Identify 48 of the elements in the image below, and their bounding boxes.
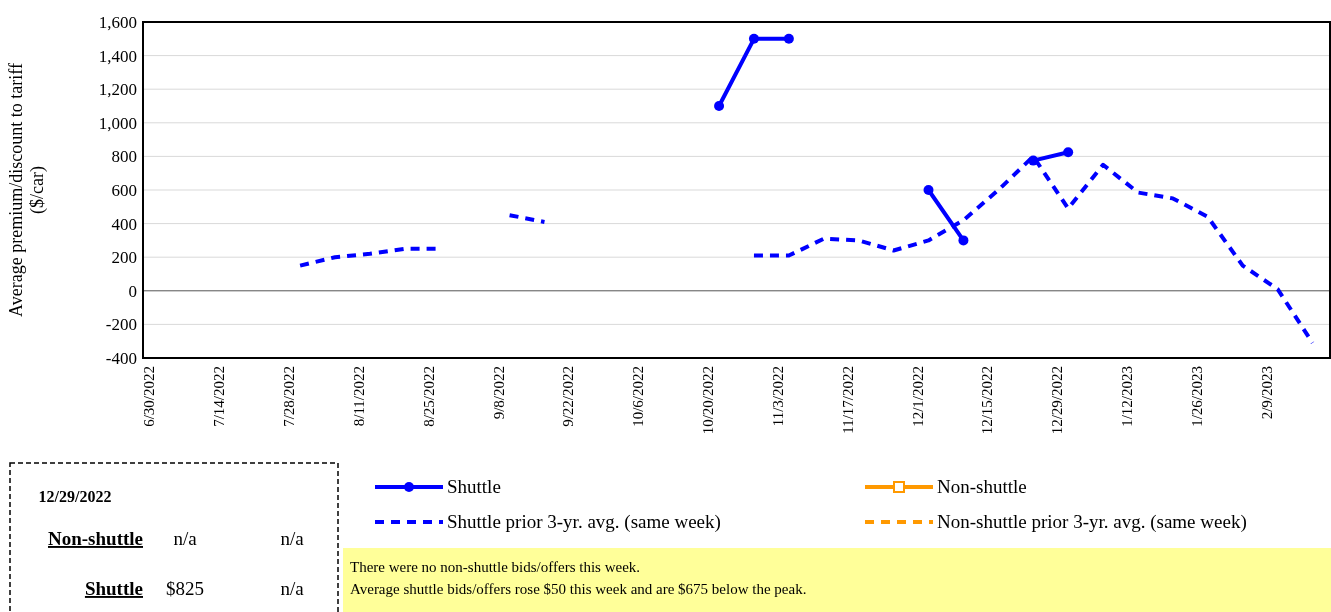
x-tick-label: 9/8/2022 — [490, 366, 507, 420]
x-tick-label: 11/3/2022 — [769, 366, 786, 427]
point — [1063, 147, 1074, 158]
x-tick-label: 8/25/2022 — [420, 366, 437, 427]
x-tick-label: 6/30/2022 — [141, 366, 158, 427]
x-tick-label: 12/15/2022 — [979, 366, 996, 435]
y-tick-label: 200 — [111, 248, 137, 268]
text: Non-shuttle — [47, 528, 143, 549]
point — [923, 185, 934, 195]
point — [714, 101, 725, 111]
point — [783, 33, 794, 44]
legend-label: Shuttle — [447, 476, 501, 497]
text: Shuttle — [84, 578, 143, 599]
x-tick-label: 1/26/2023 — [1188, 366, 1205, 427]
x-tick-label: 12/1/2022 — [909, 366, 926, 427]
y-tick-label: 1,200 — [98, 80, 137, 100]
x-tick-label: 2/9/2023 — [1258, 366, 1275, 420]
text: Average shuttle bids/offers rose $50 this week and are $675 below the peak. — [350, 581, 807, 597]
x-tick-label: 1/12/2023 — [1118, 366, 1135, 427]
point — [748, 33, 759, 44]
x-tick-label: 10/6/2022 — [630, 366, 647, 427]
text: 12/29/2022 — [38, 488, 112, 505]
y-tick-label: -200 — [105, 315, 137, 335]
y-tick-label: 0 — [128, 281, 137, 301]
x-tick-label: 8/11/2022 — [350, 366, 367, 427]
y-tick-label: 1,000 — [98, 113, 137, 133]
x-tick-label: 12/29/2022 — [1049, 366, 1066, 435]
x-tick-label: 7/14/2022 — [211, 366, 228, 427]
text: There were no non-shuttle bids/offers this week. — [350, 559, 641, 575]
x-tick-label: 9/22/2022 — [560, 366, 577, 427]
y-tick-label: -400 — [105, 348, 137, 368]
y-axis-title: Average premium/discount to tariff ($/car) — [6, 63, 48, 317]
y-tick-label: 400 — [111, 214, 137, 234]
legend-label: Non-shuttle prior 3-yr. avg. (same week) — [937, 511, 1247, 533]
text: n/a — [173, 528, 198, 549]
point — [958, 235, 969, 246]
text: $825 — [166, 578, 204, 599]
text: n/a — [280, 578, 305, 599]
y-tick-label: 1,600 — [98, 12, 137, 32]
text: n/a — [280, 528, 305, 549]
legend-label: Non-shuttle — [937, 476, 1027, 497]
legend-label: Shuttle prior 3-yr. avg. (same week) — [447, 511, 721, 533]
x-tick-label: 7/28/2022 — [281, 366, 298, 427]
x-tick-label: 11/17/2022 — [839, 366, 856, 434]
x-tick-label: 10/20/2022 — [700, 366, 717, 435]
y-tick-label: 600 — [111, 180, 137, 200]
y-tick-label: 1,400 — [98, 46, 137, 66]
y-tick-label: 800 — [111, 147, 137, 167]
